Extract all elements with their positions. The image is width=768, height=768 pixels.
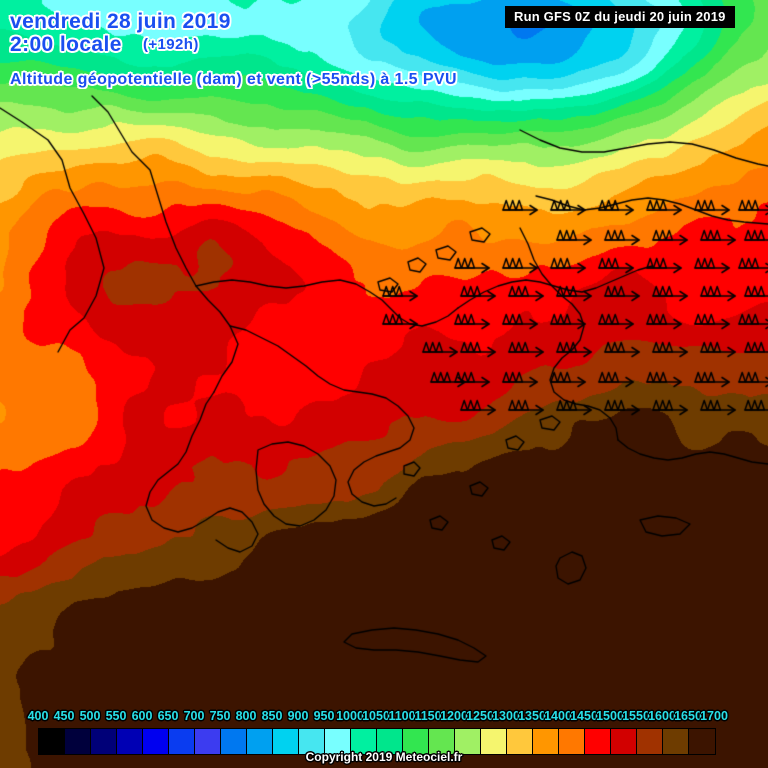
legend-swatch	[585, 729, 611, 754]
legend-tick-label: 1300	[492, 709, 520, 723]
legend-swatch	[689, 729, 715, 754]
legend-swatch	[377, 729, 403, 754]
legend-swatch	[455, 729, 481, 754]
legend-swatch	[325, 729, 351, 754]
legend-swatch	[143, 729, 169, 754]
map-subtitle: Altitude géopotentielle (dam) et vent (>…	[10, 71, 457, 88]
copyright-label: Copyright 2019 Meteociel.fr	[305, 750, 463, 764]
legend-tick-label: 600	[131, 709, 153, 723]
legend-swatch	[91, 729, 117, 754]
forecast-date-label: vendredi 28 juin 2019	[10, 10, 231, 33]
legend-tick-label: 1450	[570, 709, 598, 723]
legend-tick-label: 800	[235, 709, 257, 723]
legend-tick-label: 700	[183, 709, 205, 723]
forecast-time-label: 2:00 locale	[10, 33, 122, 56]
legend-color-bar	[38, 728, 716, 755]
legend-swatch	[195, 729, 221, 754]
legend-tick-label: 1600	[648, 709, 676, 723]
legend-swatch	[507, 729, 533, 754]
legend-swatch	[611, 729, 637, 754]
legend-swatch	[559, 729, 585, 754]
legend-tick-label: 450	[53, 709, 75, 723]
legend-swatch	[169, 729, 195, 754]
legend-tick-label: 550	[105, 709, 127, 723]
legend-swatch	[65, 729, 91, 754]
legend-tick-label: 1650	[674, 709, 702, 723]
legend-tick-label: 900	[287, 709, 309, 723]
legend-swatch	[637, 729, 663, 754]
legend-swatch	[221, 729, 247, 754]
legend-tick-label: 1250	[466, 709, 494, 723]
legend-tick-label: 1700	[700, 709, 728, 723]
legend-tick-label: 1550	[622, 709, 650, 723]
legend-tick-label: 1000	[336, 709, 364, 723]
legend-swatch	[299, 729, 325, 754]
legend-tick-label: 1200	[440, 709, 468, 723]
legend-tick-label: 1400	[544, 709, 572, 723]
legend-tick-label: 400	[27, 709, 49, 723]
legend-swatch	[39, 729, 65, 754]
color-scale-legend: 400 450 500 550 600 650 700 750 800 850 900 950 1000…	[0, 705, 768, 768]
legend-tick-labels: 400 450 500 550 600 650 700 750 800 850 900 950 1000…	[0, 709, 768, 725]
legend-tick-label: 1050	[362, 709, 390, 723]
legend-swatch	[117, 729, 143, 754]
legend-tick-label: 1350	[518, 709, 546, 723]
forecast-leadtime-label: (+192h)	[143, 36, 199, 53]
legend-tick-label: 500	[79, 709, 101, 723]
legend-tick-label: 1100	[388, 709, 416, 723]
legend-swatch	[273, 729, 299, 754]
legend-swatch	[481, 729, 507, 754]
legend-swatch	[403, 729, 429, 754]
legend-swatch	[533, 729, 559, 754]
legend-tick-label: 650	[157, 709, 179, 723]
model-run-banner: Run GFS 0Z du jeudi 20 juin 2019	[505, 6, 735, 28]
legend-swatch	[351, 729, 377, 754]
legend-tick-label: 1150	[414, 709, 442, 723]
legend-tick-label: 950	[313, 709, 335, 723]
legend-swatch	[247, 729, 273, 754]
legend-tick-label: 750	[209, 709, 231, 723]
legend-tick-label: 1500	[596, 709, 624, 723]
legend-tick-label: 850	[261, 709, 283, 723]
legend-swatch	[429, 729, 455, 754]
legend-swatch	[663, 729, 689, 754]
